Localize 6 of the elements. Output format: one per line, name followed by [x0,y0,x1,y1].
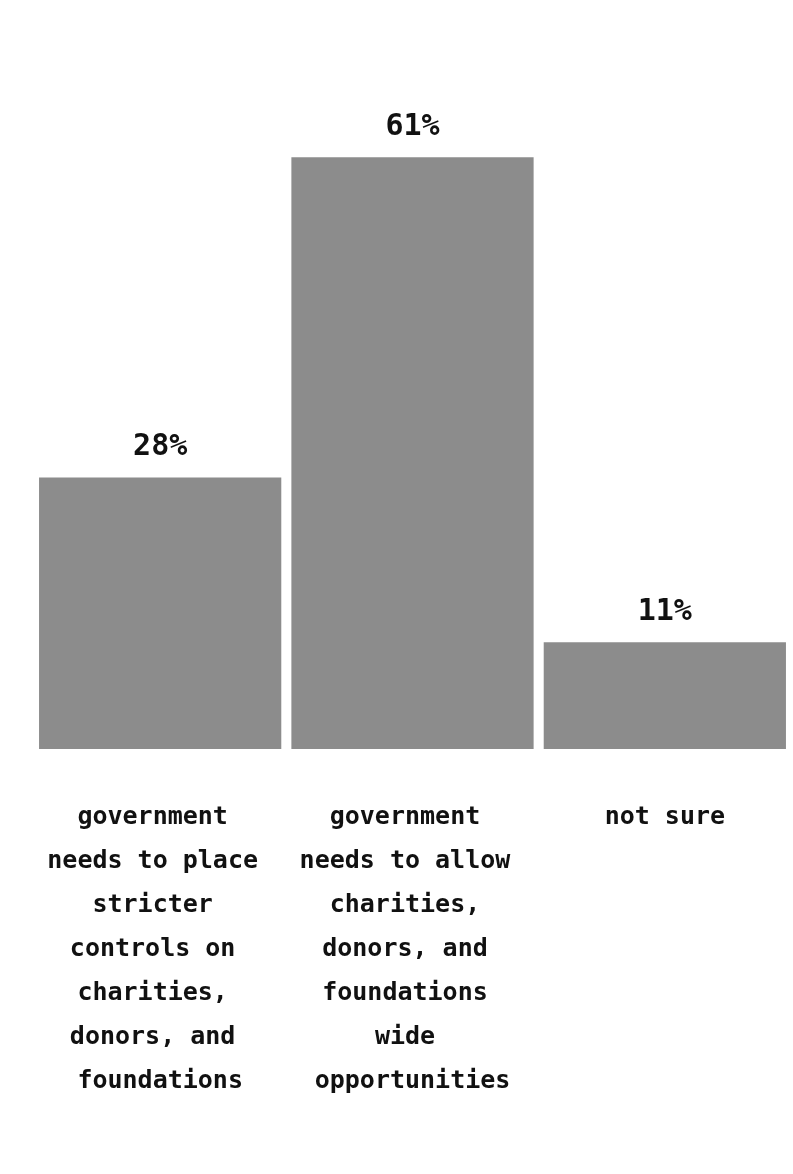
x-tick-label: not sure [604,800,726,830]
x-tick-label: government needs to allow charities, donors, and foundations wide opportunities [299,800,526,1094]
data-label: 61% [385,106,440,142]
data-label: 11% [637,591,692,627]
x-tick-label: government needs to place stricter controls on charities, donors, and foundations [47,800,274,1094]
data-label: 28% [133,426,188,462]
